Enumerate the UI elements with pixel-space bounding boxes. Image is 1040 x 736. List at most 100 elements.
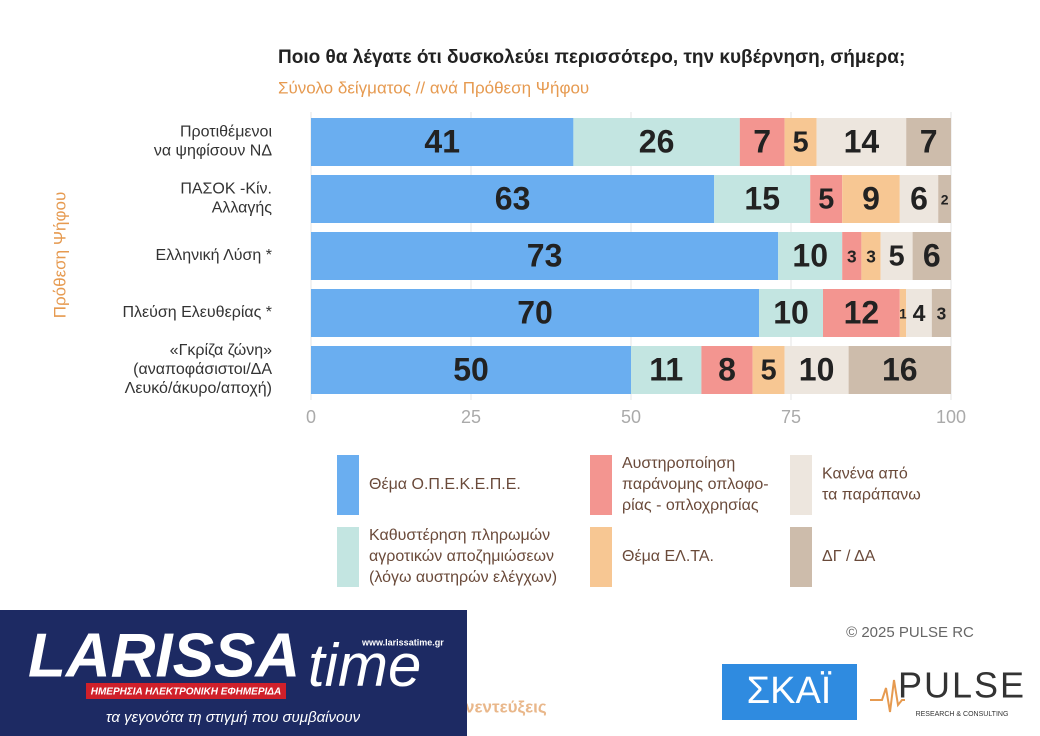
value-label: 7 <box>920 123 938 159</box>
value-label: 3 <box>937 304 947 324</box>
value-label: 3 <box>847 247 857 267</box>
value-label: 14 <box>844 123 880 159</box>
value-label: 6 <box>923 237 941 273</box>
value-label: 1 <box>899 306 907 322</box>
y-axis-title: Πρόθεση Ψήφου <box>50 192 69 319</box>
legend-label: Θέμα Ο.Π.Ε.Κ.Ε.Π.Ε. <box>369 476 521 493</box>
bar-segment <box>752 346 785 394</box>
value-label: 4 <box>913 300 926 326</box>
value-label: 12 <box>844 294 880 330</box>
value-label: 10 <box>773 294 809 330</box>
bar-segment <box>906 289 932 337</box>
legend-swatch <box>590 527 612 587</box>
chart-subtitle: Σύνολο δείγματος // ανά Πρόθεση Ψήφου <box>278 78 589 97</box>
x-tick-label: 50 <box>621 407 641 427</box>
legend-label: ρίας - οπλοχρησίας <box>622 497 759 514</box>
x-tick-label: 25 <box>461 407 481 427</box>
bar-segment <box>861 232 881 280</box>
pulse-tagline: RESEARCH & CONSULTING <box>916 711 1009 718</box>
value-label: 6 <box>910 180 928 216</box>
copyright: © 2025 PULSE RC <box>846 624 974 641</box>
bar-segment <box>938 175 951 223</box>
value-label: 3 <box>866 247 876 267</box>
bar-segment <box>842 175 900 223</box>
value-label: 2 <box>941 192 949 208</box>
bar-segment <box>906 118 951 166</box>
bar-segment <box>899 175 939 223</box>
bar-segment <box>816 118 907 166</box>
legend-swatch <box>790 527 812 587</box>
y-tick-label: «Γκρίζα ζώνη» <box>170 342 272 359</box>
bar-segment <box>810 175 843 223</box>
bar-segment <box>880 232 913 280</box>
bar-segment <box>739 118 785 166</box>
larissa-box <box>0 610 467 736</box>
x-tick-label: 0 <box>306 407 316 427</box>
bar-segment <box>912 232 951 280</box>
value-label: 11 <box>649 351 683 387</box>
y-tick-label: Πλεύση Ελευθερίας * <box>122 304 272 321</box>
value-label: 8 <box>718 351 736 387</box>
pulse-wave <box>870 679 905 713</box>
bar-segment <box>778 232 843 280</box>
y-tick-label: Λευκό/άκυρο/αποχή) <box>125 380 272 397</box>
bar-segment <box>311 232 779 280</box>
value-label: 73 <box>527 237 563 273</box>
legend-label: παράνομης οπλοφο- <box>622 476 769 493</box>
value-label: 9 <box>862 180 880 216</box>
value-label: 7 <box>753 123 771 159</box>
value-label: 41 <box>424 123 460 159</box>
larissa-url: www.larissatime.gr <box>361 637 444 647</box>
bar-segment <box>823 289 900 337</box>
bar-segment <box>573 118 740 166</box>
value-label: 63 <box>495 180 531 216</box>
skai-logo: ΣΚΑΪ <box>747 670 832 712</box>
legend-swatch <box>790 455 812 515</box>
value-label: 10 <box>792 237 828 273</box>
bar-segment <box>311 346 631 394</box>
pulse-logo: PULSE <box>898 665 1026 706</box>
legend-swatch <box>337 455 359 515</box>
chart-title: Ποιο θα λέγατε ότι δυσκολεύει περισσότερ… <box>278 47 905 68</box>
x-tick-label: 100 <box>936 407 966 427</box>
legend-label: τα παράπανω <box>822 487 921 504</box>
y-tick-label: (αναποφάσιστοι/ΔΑ <box>133 361 272 378</box>
value-label: 5 <box>889 241 905 273</box>
bar-segment <box>899 289 907 337</box>
larissa-logo: LARISSA <box>28 621 300 690</box>
value-label: 5 <box>793 127 809 159</box>
legend-label: (λόγω αυστηρών ελέγχων) <box>369 569 557 586</box>
y-tick-label: Ελληνική Λύση * <box>156 247 272 264</box>
bar-segment <box>631 346 702 394</box>
bar-segment <box>784 118 817 166</box>
bar-segment <box>311 175 715 223</box>
bar-segment <box>701 346 753 394</box>
y-tick-label: να ψηφίσουν ΝΔ <box>154 143 272 160</box>
bar-segment <box>931 289 951 337</box>
bar-segment <box>759 289 823 337</box>
y-tick-label: ΠΑΣΟΚ -Κίν. <box>180 181 272 198</box>
bar-segment <box>311 289 759 337</box>
value-label: 10 <box>799 351 835 387</box>
legend-swatch <box>337 527 359 587</box>
value-label: 5 <box>761 355 777 387</box>
value-label: 15 <box>744 180 780 216</box>
larissa-banner-box <box>86 683 286 699</box>
legend-label: Θέμα ΕΛ.ΤΑ. <box>622 548 714 565</box>
value-label: 26 <box>639 123 675 159</box>
legend-label: Κανένα από <box>822 466 908 483</box>
larissa-banner: ΗΜΕΡΗΣΙΑ ΗΛΕΚΤΡΟΝΙΚΗ ΕΦΗΜΕΡΙΔΑ <box>91 687 281 698</box>
value-label: 16 <box>882 351 918 387</box>
skai-logo-box <box>722 664 857 720</box>
bar-segment <box>784 346 849 394</box>
bar-segment <box>842 232 862 280</box>
legend-label: αγροτικών αποζημιώσεων <box>369 548 554 565</box>
bar-segment <box>848 346 951 394</box>
legend-label: Καθυστέρηση πληρωμών <box>369 527 550 544</box>
legend-label: ΔΓ / ΔΑ <box>822 548 876 565</box>
x-tick-label: 75 <box>781 407 801 427</box>
larissa-logo-2: time <box>308 632 421 699</box>
value-label: 70 <box>517 294 553 330</box>
